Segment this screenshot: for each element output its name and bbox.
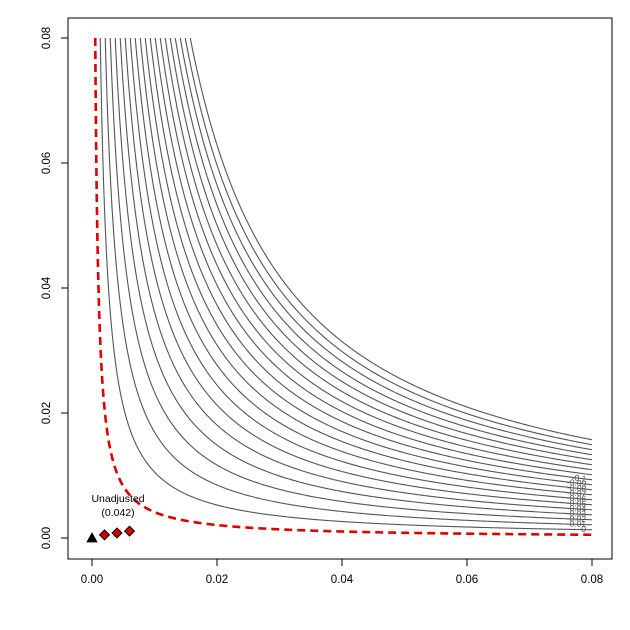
contour-lines [93, 37, 593, 537]
y-tick-label: 0.02 [41, 402, 53, 424]
contour-label: -0.1 [571, 472, 587, 484]
contour-label: -0.05 [567, 498, 587, 509]
contour-label: -0.02 [567, 513, 587, 524]
y-tick-label: 0.06 [41, 152, 53, 174]
adjusted-marker [98, 529, 111, 541]
unadjusted-marker [86, 532, 98, 543]
contour-line [144, 37, 593, 486]
contour-line [119, 37, 593, 511]
contour-line [134, 37, 593, 496]
contour-line [109, 37, 593, 521]
y-tick-label: 0.04 [41, 276, 53, 299]
contour-line [129, 37, 593, 501]
contour-line [184, 37, 593, 446]
y-tick-label: 0.08 [41, 27, 53, 49]
contour-line [114, 37, 593, 516]
contour-line [104, 37, 593, 526]
contour-line [139, 37, 593, 491]
x-tick-label: 0.00 [81, 574, 103, 586]
contour-line [174, 37, 593, 456]
x-axis: 0.00 0.02 0.04 0.06 0.08 [81, 559, 603, 586]
contour-line [159, 37, 593, 471]
contour-line [124, 37, 593, 506]
x-tick-label: 0.02 [206, 574, 228, 586]
contour-label: -0.06 [567, 492, 587, 503]
contour-line [169, 37, 593, 461]
contour-line [154, 37, 593, 476]
plot-border [67, 17, 613, 560]
x-tick-label: 0.04 [331, 574, 354, 586]
contour-labels: 0-0.01-0.02-0.03-0.04-0.05-0.06-0.07-0.0… [567, 472, 588, 534]
x-tick-label: 0.06 [456, 574, 478, 586]
contour-line [99, 37, 593, 531]
contour-line [179, 37, 593, 451]
data-points [86, 525, 136, 543]
y-axis: 0.00 0.02 0.04 0.06 0.08 [41, 27, 68, 549]
contour-label: -0.03 [567, 508, 587, 519]
annotation-line-1: Unadjusted [91, 493, 144, 505]
y-tick-label: 0.00 [41, 527, 53, 549]
contour-label: 0 [581, 524, 586, 534]
annotation-line-2: (0.042) [101, 507, 134, 519]
contour-label: -0.01 [567, 518, 587, 528]
x-tick-label: 0.08 [581, 574, 603, 586]
contour-label: -0.04 [567, 503, 587, 514]
zero-contour-line [93, 37, 593, 537]
contour-label: -0.08 [567, 482, 587, 494]
contour-line [189, 37, 593, 441]
contour-label: -0.09 [567, 477, 588, 489]
adjusted-marker [123, 525, 136, 537]
contour-line [164, 37, 593, 466]
adjusted-marker [111, 527, 123, 539]
contour-label: -0.07 [567, 487, 587, 498]
contour-line [149, 37, 593, 481]
